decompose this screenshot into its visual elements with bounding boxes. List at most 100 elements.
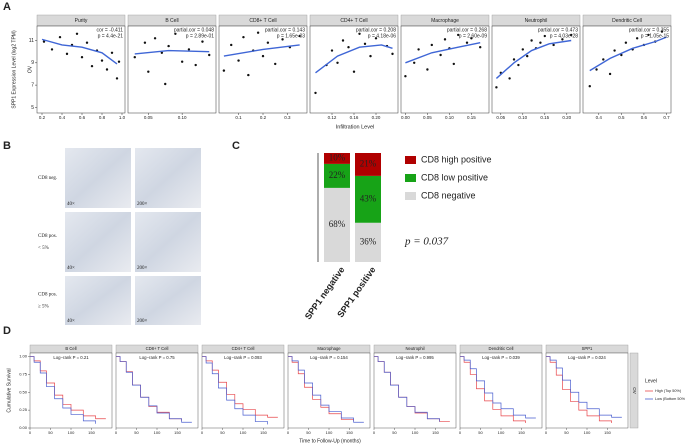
x-tick-label: 0 (287, 430, 290, 435)
point (247, 73, 250, 77)
x-tick-label: 0 (545, 430, 548, 435)
point (413, 61, 416, 65)
x-tick-label: 150 (432, 430, 439, 435)
y-tick-label: 9 (31, 60, 34, 66)
point (274, 62, 277, 66)
logrank-label: Log−rank P = 0.024 (568, 355, 606, 360)
x-tick-label: 0.00 (401, 115, 410, 120)
survival-curve (288, 356, 364, 423)
correlation-label: p = 2.89e-01 (186, 33, 214, 39)
point (143, 41, 147, 44)
y-tick-label: 11 (29, 38, 34, 44)
y-tick-label: 0.75 (19, 371, 28, 376)
point (430, 43, 433, 47)
value-label: 21% (360, 159, 377, 169)
y-tick-label: 7 (31, 82, 34, 88)
correlation-label: partial.cor = 0.473 (538, 27, 578, 33)
x-tick-label: 0.16 (350, 115, 359, 120)
point (58, 35, 62, 39)
point (521, 48, 524, 51)
correlation-label: cor = -0.411 (97, 27, 124, 33)
x-tick-label: 150 (88, 430, 95, 435)
facet-title: Neutrophil (405, 346, 424, 351)
point (180, 60, 184, 63)
survival-curve (374, 356, 440, 422)
x-tick-label: 50 (392, 430, 397, 435)
correlation-label: partial.cor = 0.208 (356, 27, 396, 33)
plot-area (218, 25, 308, 114)
facet-title: Macrophage (431, 18, 459, 24)
plot-area (127, 25, 217, 114)
point (620, 53, 623, 57)
micrograph (135, 212, 201, 272)
point (443, 38, 447, 41)
correlation-label: p = 2.60e-09 (459, 33, 487, 39)
correlation-label: partial.cor = 0.143 (265, 27, 305, 33)
x-tick-label: 100 (498, 430, 505, 435)
panel-letter: B (3, 140, 11, 152)
correlation-label: p = 1.65e-03 (277, 33, 305, 39)
correlation-label: p = 4.4e-21 (98, 33, 124, 39)
fit-line (223, 44, 300, 57)
point (230, 43, 233, 47)
point (160, 51, 164, 54)
plot-area (545, 352, 629, 429)
plot-area (115, 352, 199, 429)
magnification-label: 40× (67, 202, 75, 207)
correlation-label: p = 4.03e-28 (550, 33, 578, 39)
point (105, 68, 109, 71)
point (439, 53, 442, 57)
point (90, 64, 94, 68)
x-tick-label: 150 (174, 430, 181, 435)
correlation-label: partial.cor = 0.268 (447, 27, 487, 33)
legend-label: CD8 negative (421, 190, 476, 200)
logrank-label: Log−rank P = 0.093 (224, 355, 262, 360)
x-tick-label: 50 (48, 430, 53, 435)
x-tick-label: 100 (412, 430, 419, 435)
x-tick-label: 100 (240, 430, 247, 435)
point (417, 48, 420, 51)
x-tick-label: 0.10 (518, 115, 527, 120)
y-tick-label: 1.00 (19, 354, 28, 359)
point (281, 38, 284, 41)
facet-title: Dendritic Cell (612, 18, 642, 24)
point (347, 45, 350, 49)
correlation-label: p = 1.05e-15 (641, 33, 669, 39)
point (194, 63, 197, 67)
x-tick-label: 0.5 (618, 115, 625, 120)
row-label: CD8 neg. (38, 176, 57, 181)
bar-segment (355, 153, 381, 176)
point (495, 86, 498, 89)
x-tick-label: 0.6 (641, 115, 648, 120)
point (635, 37, 639, 40)
x-tick-label: 0.20 (562, 115, 571, 120)
panel-letter: A (3, 1, 11, 13)
point (237, 59, 240, 62)
point (147, 70, 150, 73)
facet-title: CD4+ T Cell (340, 18, 367, 24)
point (588, 85, 591, 88)
point (65, 52, 69, 56)
point (561, 38, 564, 41)
point (266, 41, 270, 44)
value-label: 10% (329, 153, 346, 163)
facet-title: Macrophage (317, 346, 341, 351)
magnification-label: 200× (137, 319, 148, 324)
x-tick-label: 0 (373, 430, 376, 435)
x-tick-label: 0.10 (178, 115, 187, 120)
value-label: 22% (329, 170, 346, 180)
point (452, 62, 455, 66)
x-tick-label: 0 (201, 430, 204, 435)
micrograph (65, 212, 131, 272)
fit-line (589, 36, 667, 72)
x-tick-label: 0.10 (445, 115, 454, 120)
y-tick-label: 0.50 (19, 389, 28, 394)
facet-title: Purity (75, 18, 88, 24)
point (363, 42, 367, 46)
x-tick-label: 0.12 (328, 115, 337, 120)
point (647, 33, 650, 37)
point (85, 41, 89, 44)
logrank-label: Log−rank P = 0.21 (53, 355, 89, 360)
row-label: ≥ 5% (38, 305, 49, 310)
legend-swatch (405, 156, 416, 164)
